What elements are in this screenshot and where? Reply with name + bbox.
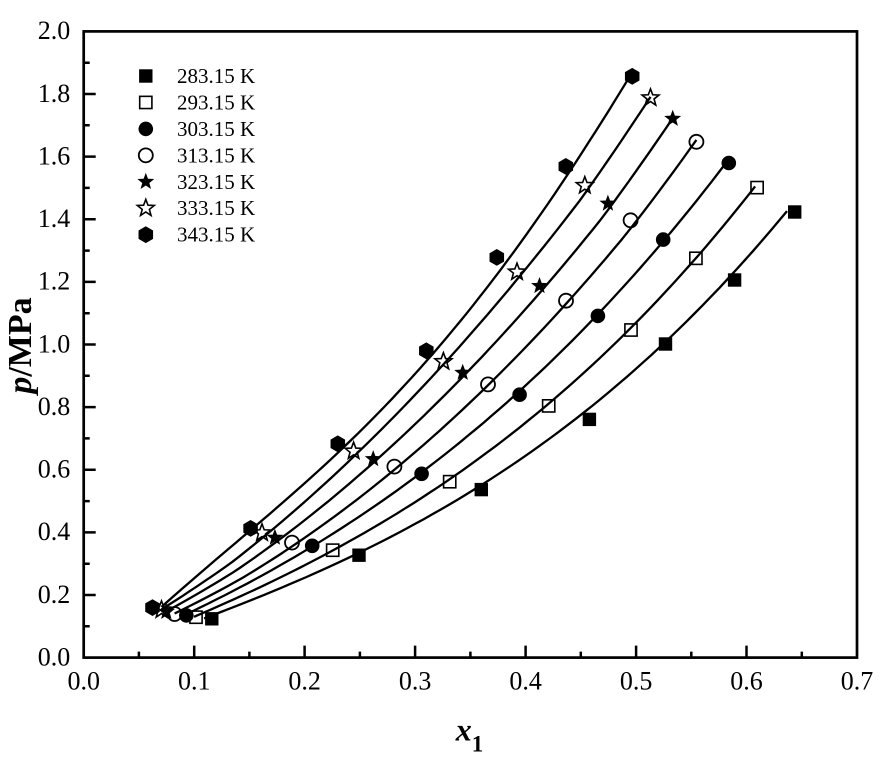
- svg-text:0.8: 0.8: [38, 392, 71, 421]
- svg-text:0.0: 0.0: [38, 642, 71, 671]
- svg-text:1.2: 1.2: [38, 267, 71, 296]
- svg-text:0.2: 0.2: [38, 580, 71, 609]
- svg-text:1.8: 1.8: [38, 79, 71, 108]
- svg-text:323.15 K: 323.15 K: [177, 170, 255, 194]
- svg-text:0.5: 0.5: [620, 667, 653, 696]
- svg-text:0.1: 0.1: [178, 667, 211, 696]
- svg-text:303.15 K: 303.15 K: [177, 117, 255, 141]
- svg-text:0.3: 0.3: [399, 667, 432, 696]
- svg-text:0.7: 0.7: [841, 667, 874, 696]
- svg-text:0.0: 0.0: [67, 667, 100, 696]
- svg-text:1.0: 1.0: [38, 329, 71, 358]
- svg-text:343.15 K: 343.15 K: [177, 223, 255, 247]
- svg-text:0.4: 0.4: [38, 517, 71, 546]
- svg-text:0.4: 0.4: [509, 667, 542, 696]
- svg-text:293.15 K: 293.15 K: [177, 91, 255, 115]
- svg-text:0.6: 0.6: [38, 455, 71, 484]
- svg-text:283.15 K: 283.15 K: [177, 64, 255, 88]
- svg-text:0.2: 0.2: [288, 667, 321, 696]
- svg-text:333.15 K: 333.15 K: [177, 196, 255, 220]
- svg-text:313.15 K: 313.15 K: [177, 143, 255, 167]
- svg-text:1.6: 1.6: [38, 141, 71, 170]
- svg-text:2.0: 2.0: [38, 16, 71, 45]
- svg-text:0.6: 0.6: [730, 667, 763, 696]
- svg-text:x1: x1: [455, 712, 484, 757]
- svg-text:p/MPa: p/MPa: [2, 297, 39, 396]
- svg-text:1.4: 1.4: [38, 204, 71, 233]
